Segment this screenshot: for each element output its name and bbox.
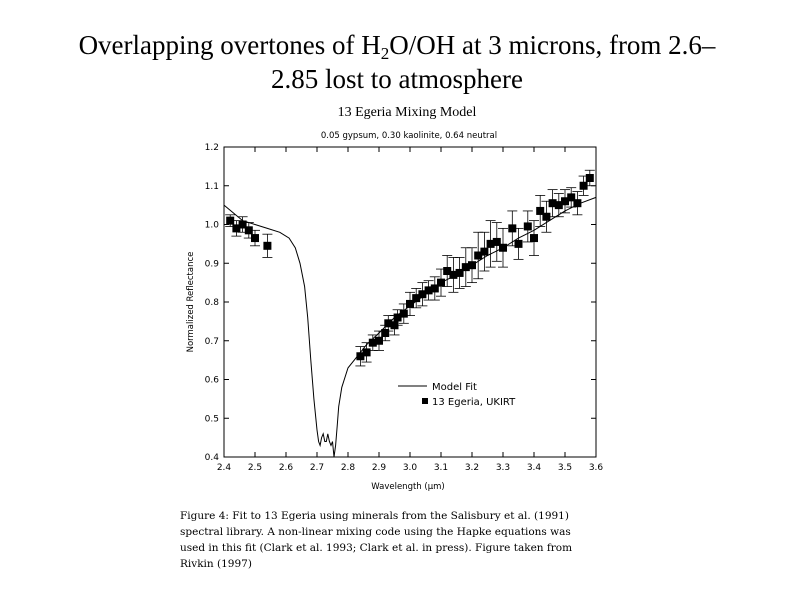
data-point xyxy=(548,199,557,208)
data-point xyxy=(474,251,483,260)
series-line-model-fit xyxy=(223,196,597,458)
y-tick-label: 1.0 xyxy=(205,221,220,231)
data-point xyxy=(492,237,501,246)
y-tick-label: 0.4 xyxy=(205,453,220,463)
data-point xyxy=(508,224,517,233)
data-point xyxy=(384,319,393,328)
caption-line: used in this fit (Clark et al. 1993; Cla… xyxy=(180,542,573,554)
data-point xyxy=(585,174,594,182)
data-point xyxy=(573,199,582,208)
caption-line: Figure 4: Fit to 13 Egeria using mineral… xyxy=(180,510,569,522)
data-points xyxy=(226,174,594,361)
x-tick-label: 3.1 xyxy=(434,463,448,473)
data-point xyxy=(381,329,390,337)
data-point xyxy=(232,224,241,233)
data-point xyxy=(480,247,489,256)
data-point xyxy=(455,268,464,277)
y-tick-label: 1.1 xyxy=(205,182,219,192)
data-point xyxy=(412,294,421,303)
data-point xyxy=(362,348,371,357)
data-point xyxy=(368,338,377,347)
y-tick-label: 0.9 xyxy=(205,259,220,269)
slide-title: Overlapping overtones of H2O/OH at 3 mic… xyxy=(0,28,794,96)
y-tick-label: 1.2 xyxy=(205,143,219,153)
x-tick-label: 2.7 xyxy=(310,463,324,473)
x-tick-label: 3.6 xyxy=(589,463,604,473)
legend: Model Fit 13 Egeria, UKIRT xyxy=(398,382,516,408)
data-point xyxy=(542,212,551,221)
y-tick-label: 0.5 xyxy=(205,414,219,424)
y-tick-label: 0.6 xyxy=(205,376,220,386)
legend-label-egeria: 13 Egeria, UKIRT xyxy=(432,397,516,408)
x-tick-label: 2.4 xyxy=(217,463,232,473)
data-point xyxy=(238,220,247,229)
data-point xyxy=(449,270,458,279)
data-point xyxy=(430,284,439,293)
data-point xyxy=(406,299,414,308)
data-point xyxy=(561,197,569,206)
caption-line: spectral library. A non-linear mixing co… xyxy=(180,526,571,538)
x-tick-label: 3.4 xyxy=(527,463,542,473)
legend-label-model-fit: Model Fit xyxy=(432,382,477,393)
x-axis-label: Wavelength (µm) xyxy=(371,482,444,492)
slide-title-line2: 2.85 lost to atmosphere xyxy=(271,64,523,94)
data-point xyxy=(418,290,427,299)
data-point xyxy=(468,261,476,270)
chart-subtitle: 0.05 gypsum, 0.30 kaolinite, 0.64 neutra… xyxy=(321,131,497,141)
x-tick-label: 2.5 xyxy=(248,463,262,473)
data-point xyxy=(437,278,445,287)
data-point xyxy=(514,239,523,248)
slide-title-line1: Overlapping overtones of H2O/OH at 3 mic… xyxy=(78,30,716,63)
x-tick-label: 3.2 xyxy=(465,463,479,473)
y-tick-label: 0.8 xyxy=(205,298,220,308)
legend-marker-swatch xyxy=(422,398,428,404)
chart-title: 13 Egeria Mixing Model xyxy=(338,105,477,120)
y-tick-label: 0.7 xyxy=(205,337,219,347)
data-point xyxy=(530,234,538,243)
y-axis-label: Normalized Reflectance xyxy=(186,252,196,353)
x-tick-label: 2.9 xyxy=(372,463,387,473)
data-point xyxy=(554,201,563,210)
x-tick-label: 3.3 xyxy=(496,463,510,473)
x-tick-label: 2.6 xyxy=(279,463,294,473)
data-point xyxy=(499,243,507,252)
figure-caption: Figure 4: Fit to 13 Egeria using mineral… xyxy=(180,508,620,572)
data-point xyxy=(579,181,588,190)
data-point xyxy=(375,336,383,345)
data-point xyxy=(523,222,532,231)
data-point xyxy=(244,226,253,235)
x-tick-label: 3.0 xyxy=(403,463,418,473)
data-point xyxy=(263,241,272,250)
data-point xyxy=(486,239,495,248)
data-point xyxy=(536,206,545,215)
error-bars xyxy=(225,169,595,367)
data-point xyxy=(399,309,408,318)
caption-line: Rivkin (1997) xyxy=(180,558,252,570)
x-tick-label: 2.8 xyxy=(341,463,356,473)
data-point xyxy=(356,352,365,361)
data-point xyxy=(226,216,235,225)
data-point xyxy=(443,267,452,275)
data-point xyxy=(393,313,402,322)
data-point xyxy=(424,286,433,295)
data-point xyxy=(390,321,399,330)
data-point xyxy=(251,234,259,243)
x-tick-label: 3.5 xyxy=(558,463,572,473)
data-point xyxy=(461,263,470,272)
data-point xyxy=(567,193,576,202)
axis-ticks: 2.4 2.5 2.6 2.7 2.8 2.9 3.0 3.1 3.2 3.3 3.4 3.5 3.6 0… xyxy=(205,143,604,473)
